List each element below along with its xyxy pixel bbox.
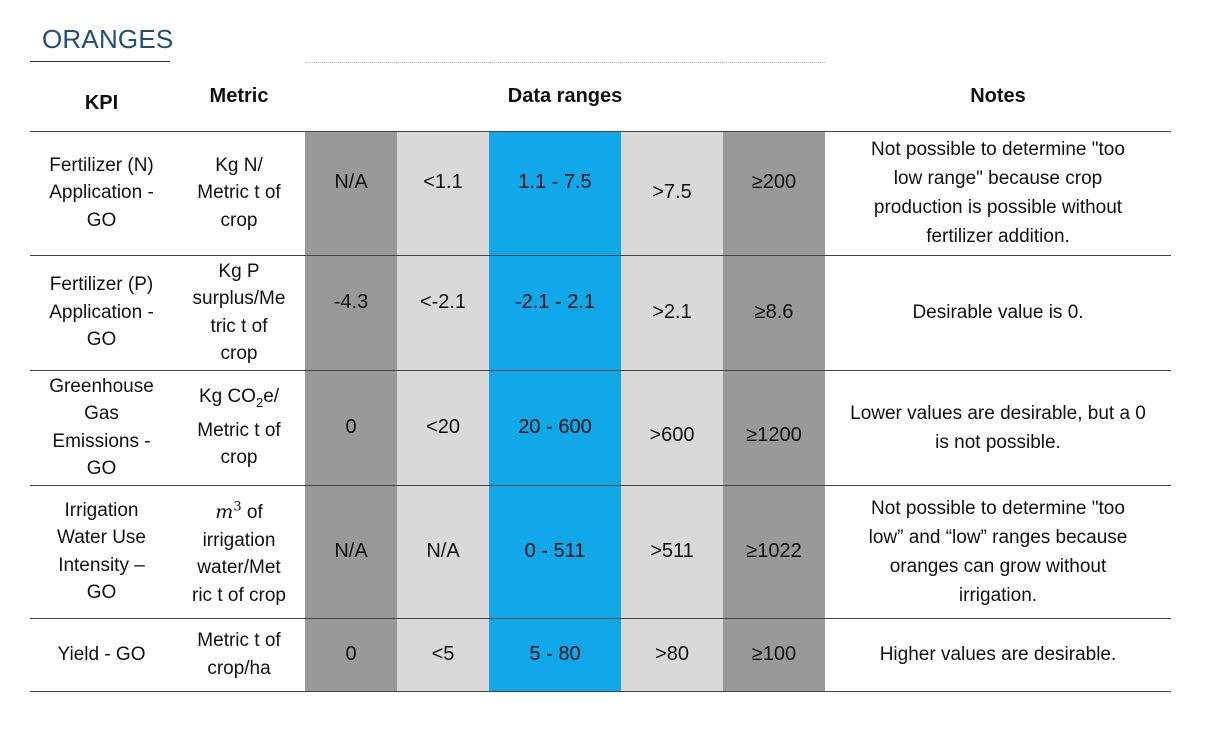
kpi-cell: Fertilizer (N) Application - GO xyxy=(49,154,154,231)
range-not-applicable: 0 xyxy=(305,618,397,691)
table-row-ghg-emissions: Greenhouse Gas Emissions - GO Kg CO2e/ M… xyxy=(30,370,1171,485)
table-row-yield: Yield - GO Metric t of crop/ha 0 <5 5 - … xyxy=(30,618,1171,691)
metric-cell: Kg CO2e/ Metric t of crop xyxy=(197,386,281,469)
metric-cell: Metric t of crop/ha xyxy=(197,630,281,679)
title-underline xyxy=(30,61,170,62)
range-desirable: 0 - 511 xyxy=(489,485,621,618)
page-title: ORANGES xyxy=(42,24,174,54)
notes-cell: Desirable value is 0. xyxy=(912,302,1084,323)
notes-cell: Not possible to determine "too low range… xyxy=(871,139,1125,247)
kpi-cell: Greenhouse Gas Emissions - GO xyxy=(49,375,154,480)
table-row-fertilizer-n: Fertilizer (N) Application - GO Kg N/ Me… xyxy=(30,131,1171,255)
header-metric: Metric xyxy=(209,85,269,107)
range-high: >511 xyxy=(621,485,723,618)
range-high: >600 xyxy=(621,370,723,485)
kpi-cell: Fertilizer (P) Application - GO xyxy=(49,274,154,351)
range-desirable: 1.1 - 7.5 xyxy=(489,131,621,255)
range-not-applicable: 0 xyxy=(305,370,397,485)
header-notes: Notes xyxy=(970,85,1026,107)
notes-cell: Higher values are desirable. xyxy=(879,644,1117,665)
notes-cell: Not possible to determine "too low” and … xyxy=(868,497,1128,606)
range-low: <1.1 xyxy=(397,131,489,255)
range-low: <5 xyxy=(397,618,489,691)
notes-cell: Lower values are desirable, but a 0 is n… xyxy=(850,402,1146,453)
range-very-high: ≥8.6 xyxy=(723,255,825,370)
range-high: >2.1 xyxy=(621,255,723,370)
header-kpi: KPI xyxy=(84,92,119,114)
range-low: <20 xyxy=(397,370,489,485)
range-very-high: ≥200 xyxy=(723,131,825,255)
kpi-table: KPI Metric Data ranges Notes Fertilizer … xyxy=(30,62,1171,692)
metric-cell: Kg N/ Metric t of crop xyxy=(197,154,281,231)
metric-cell: m3 of irrigation water/Met ric t of crop xyxy=(192,499,286,606)
header-row: KPI Metric Data ranges Notes xyxy=(30,62,1171,131)
range-desirable: 5 - 80 xyxy=(489,618,621,691)
range-not-applicable: N/A xyxy=(305,485,397,618)
cubic-meter-unit: m3 of xyxy=(215,499,263,524)
range-high: >80 xyxy=(621,618,723,691)
kpi-cell: Irrigation Water Use Intensity – GO xyxy=(56,499,147,604)
table-row-fertilizer-p: Fertilizer (P) Application - GO Kg P sur… xyxy=(30,255,1171,370)
kpi-cell: Yield - GO xyxy=(57,643,146,665)
range-very-high: ≥1022 xyxy=(723,485,825,618)
range-desirable: -2.1 - 2.1 xyxy=(489,255,621,370)
range-not-applicable: -4.3 xyxy=(305,255,397,370)
metric-cell: Kg P surplus/Me tric t of crop xyxy=(192,260,286,365)
table-row-irrigation: Irrigation Water Use Intensity – GO m3 o… xyxy=(30,485,1171,618)
range-high: >7.5 xyxy=(621,131,723,255)
range-low: <-2.1 xyxy=(397,255,489,370)
range-very-high: ≥1200 xyxy=(723,370,825,485)
range-low: N/A xyxy=(397,485,489,618)
range-not-applicable: N/A xyxy=(305,131,397,255)
co2-unit: Kg CO2e/ xyxy=(198,386,280,411)
header-data-ranges: Data ranges xyxy=(305,62,825,131)
range-very-high: ≥100 xyxy=(723,618,825,691)
range-desirable: 20 - 600 xyxy=(489,370,621,485)
